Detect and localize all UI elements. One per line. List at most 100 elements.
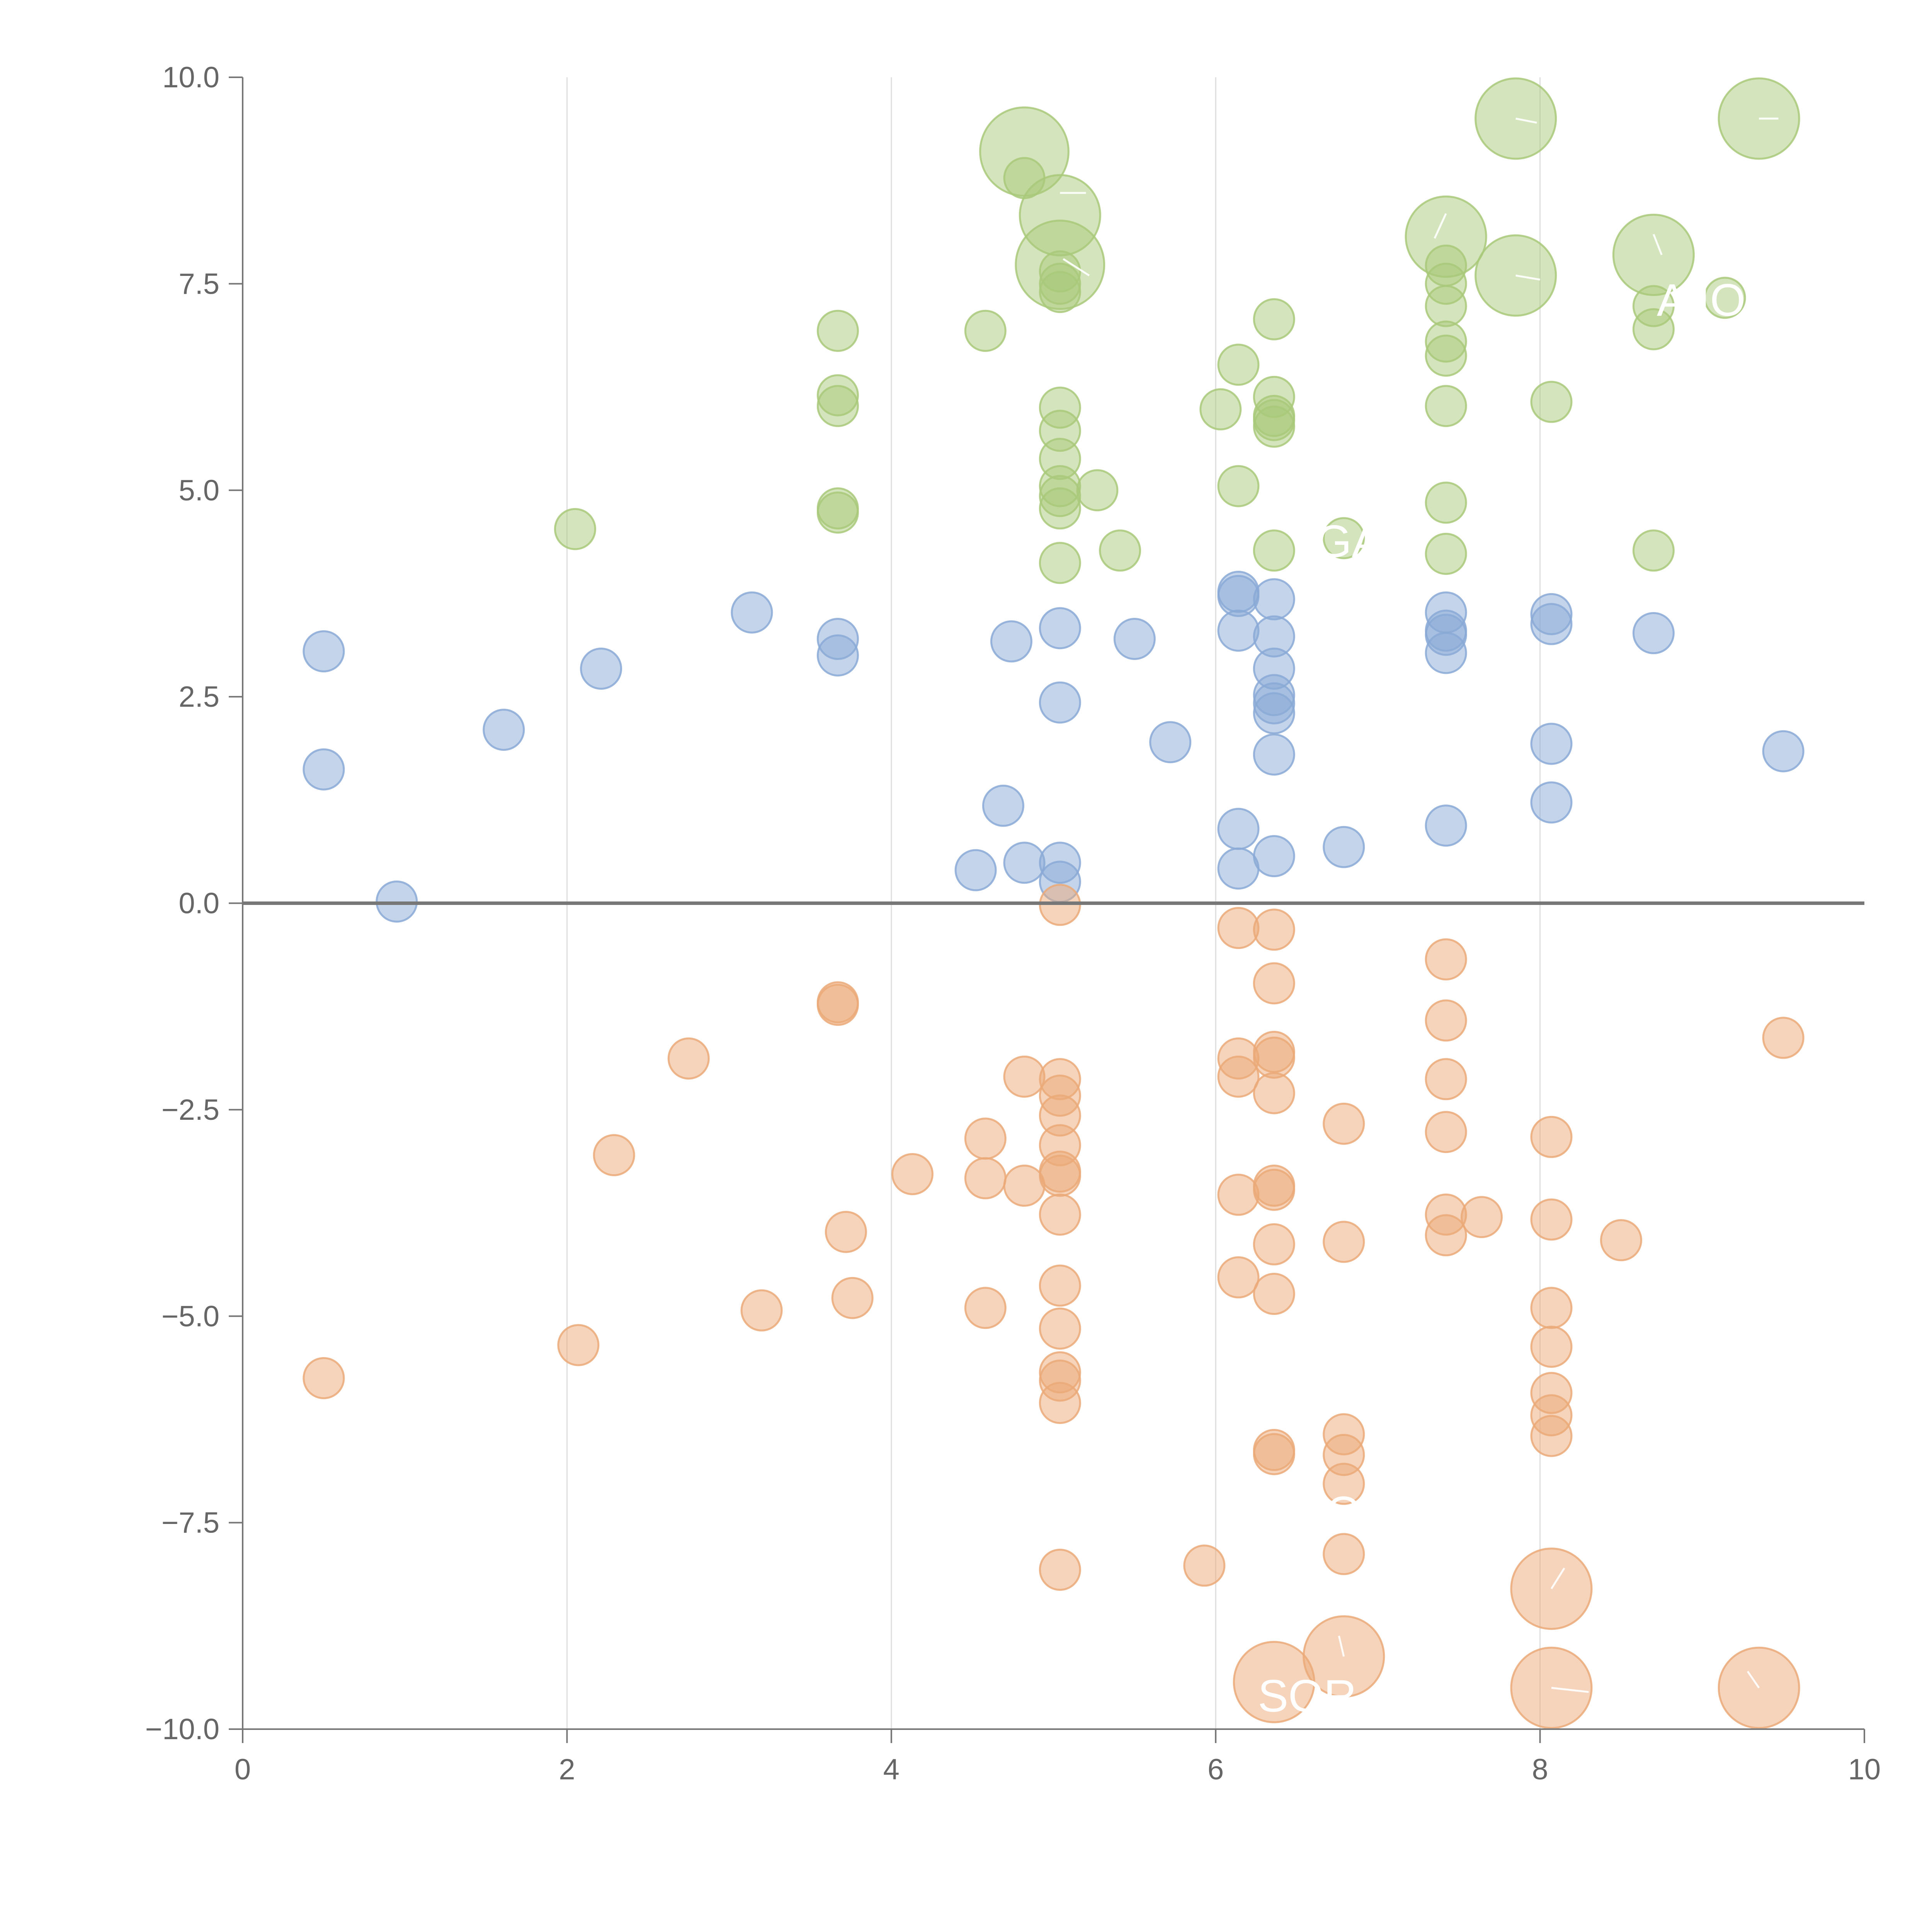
data-point-green	[1039, 271, 1081, 313]
data-point-green	[1217, 465, 1260, 507]
data-point-orange	[1461, 1196, 1503, 1238]
data-point-orange	[1039, 1307, 1081, 1350]
data-point-green	[816, 310, 859, 352]
leader-line	[1515, 117, 1537, 124]
series-blue-points	[303, 571, 1804, 923]
y-tick-label: 2.5	[179, 680, 219, 713]
data-point-green	[1199, 388, 1242, 430]
data-point-orange	[1530, 1198, 1573, 1241]
data-point-blue	[1530, 781, 1573, 824]
data-point-blue	[580, 647, 622, 690]
data-point-orange	[1003, 1055, 1046, 1098]
data-point-blue	[1632, 612, 1675, 655]
annotation-label: GA	[1316, 516, 1382, 567]
y-tick-label: 7.5	[179, 267, 219, 300]
data-point-green	[1076, 469, 1119, 512]
data-point-green	[1704, 277, 1746, 319]
data-point-orange	[1253, 908, 1295, 951]
annotation-label: A IO	[1657, 275, 1746, 326]
x-tick-label: 0	[235, 1753, 251, 1786]
data-point-orange	[1425, 1111, 1467, 1153]
leader-line	[1338, 1635, 1345, 1657]
y-tick-label: −2.5	[162, 1094, 219, 1126]
data-point-green	[816, 491, 859, 534]
y-tick-label: −10.0	[145, 1713, 219, 1746]
data-point-orange	[1600, 1219, 1642, 1262]
leader-line	[1434, 213, 1447, 239]
data-point-orange	[1183, 1544, 1226, 1587]
data-point-orange	[1253, 1072, 1295, 1114]
data-point-blue	[1217, 808, 1260, 850]
data-point-orange	[1039, 1155, 1081, 1197]
data-point-orange	[831, 1277, 874, 1319]
data-point-orange	[1530, 1116, 1573, 1158]
data-point-blue	[731, 591, 773, 634]
data-point-blue	[1149, 721, 1192, 764]
data-point-green	[1425, 385, 1467, 427]
data-point-blue	[954, 849, 997, 891]
x-tick-label: 4	[883, 1753, 900, 1786]
leader-line	[1550, 1567, 1565, 1589]
data-point-green	[1253, 405, 1295, 448]
data-point-blue	[982, 784, 1024, 827]
annotations: A IO SOR O GA	[1258, 275, 1745, 1721]
data-point-orange	[1530, 1415, 1573, 1457]
data-point-orange	[1217, 1055, 1260, 1098]
data-point-orange	[1323, 1221, 1365, 1263]
y-tick-label: 5.0	[179, 474, 219, 507]
x-tick-label: 2	[559, 1753, 575, 1786]
y-tick-label: 0.0	[179, 887, 219, 920]
data-point-orange	[667, 1037, 710, 1080]
data-point-green	[964, 310, 1007, 352]
data-point-blue	[1039, 607, 1081, 650]
data-point-blue	[1039, 681, 1081, 724]
axes: 0 2 4 6 8 10 10.0 7.5 5.0 2.5 0.0 −2.5 −5.0 −7.5 −10.0	[145, 61, 1881, 1786]
data-point-green	[1039, 542, 1081, 584]
annotation-label: SOR	[1258, 1671, 1357, 1722]
y-tick-label: −5.0	[162, 1300, 219, 1333]
x-tick-label: 6	[1208, 1753, 1224, 1786]
data-point-green	[1217, 344, 1260, 386]
data-point-blue	[303, 630, 345, 673]
data-point-orange	[1425, 999, 1467, 1042]
data-point-orange	[593, 1134, 635, 1176]
data-point-orange	[1425, 1058, 1467, 1100]
leader-line	[1515, 274, 1541, 281]
data-point-blue	[1323, 826, 1365, 868]
data-point-orange	[557, 1324, 600, 1366]
data-point-orange	[1253, 1273, 1295, 1315]
data-point-green	[816, 385, 859, 427]
data-point-blue	[1113, 618, 1156, 660]
data-point-blue	[1425, 804, 1467, 847]
annotation-label: O	[1326, 1487, 1362, 1538]
data-point-orange	[964, 1157, 1007, 1199]
data-point-orange	[303, 1357, 345, 1400]
data-point-blue	[816, 634, 859, 677]
data-point-green	[1253, 529, 1295, 572]
data-point-blue	[1253, 835, 1295, 878]
data-point-orange	[891, 1153, 934, 1196]
data-point-orange	[825, 1211, 867, 1253]
annotation-leader-lines	[1060, 117, 1779, 1693]
data-point-orange	[1253, 962, 1295, 1005]
data-point-blue	[1217, 609, 1260, 652]
leader-line	[1653, 234, 1663, 255]
data-point-blue	[1530, 723, 1573, 765]
data-point-blue	[1217, 847, 1260, 890]
data-point-green	[554, 508, 596, 550]
series-orange-points	[303, 884, 1804, 1729]
x-tick-label: 8	[1532, 1753, 1548, 1786]
data-point-blue	[1253, 692, 1295, 735]
data-point-orange	[816, 983, 859, 1026]
data-point-orange	[1253, 1433, 1295, 1475]
data-point-orange	[1217, 907, 1260, 949]
data-point-green	[1425, 481, 1467, 524]
data-point-orange	[1253, 1223, 1295, 1265]
data-point-orange	[1530, 1325, 1573, 1368]
data-point-orange	[1039, 1264, 1081, 1307]
data-point-green	[1425, 334, 1467, 377]
data-point-orange	[1039, 1382, 1081, 1424]
data-point-orange	[740, 1289, 783, 1332]
data-point-green	[1253, 298, 1295, 340]
